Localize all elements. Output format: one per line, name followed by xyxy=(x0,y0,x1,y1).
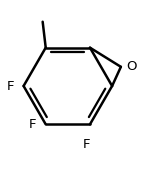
Text: F: F xyxy=(83,138,91,151)
Text: F: F xyxy=(7,79,14,93)
Text: O: O xyxy=(126,60,137,73)
Text: F: F xyxy=(29,118,36,131)
